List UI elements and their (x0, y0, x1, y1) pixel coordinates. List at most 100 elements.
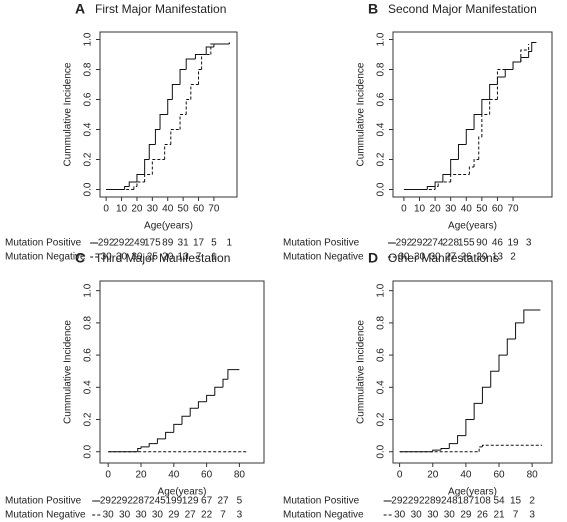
step-segment (190, 84, 199, 100)
risk-count: 30 (101, 252, 113, 263)
risk-count: 25 (147, 252, 159, 263)
y-tick-label: 0.8 (376, 315, 387, 329)
risk-count: 228 (442, 238, 459, 249)
step-segment (468, 166, 475, 175)
x-tick-label: 40 (162, 204, 174, 215)
y-tick-label: 0.0 (83, 444, 94, 458)
y-tick-label: 0.6 (376, 348, 387, 362)
risk-count: 31 (178, 238, 190, 249)
x-tick-label: 0 (105, 470, 111, 481)
risk-count: 30 (427, 510, 439, 521)
step-segment (426, 186, 436, 190)
panel-letter: A (75, 1, 85, 17)
risk-count: 2 (510, 252, 516, 263)
step-segment (206, 394, 215, 402)
step-segment (171, 84, 181, 100)
step-segment (124, 186, 130, 190)
risk-count: 7 (220, 510, 226, 521)
y-tick-label: 0.4 (83, 380, 94, 394)
x-tick-label: 0 (397, 470, 403, 481)
risk-count: 292 (100, 496, 117, 507)
step-segment (440, 448, 450, 451)
step-segment (473, 159, 479, 167)
step-segment (185, 99, 191, 115)
risk-count: 67 (201, 496, 213, 507)
y-tick-label: 0.4 (376, 122, 387, 136)
risk-count: 30 (414, 252, 426, 263)
x-axis-label: Age(years) (144, 221, 193, 232)
step-segment (170, 129, 181, 145)
risk-count: 27 (217, 496, 229, 507)
step-segment (520, 49, 529, 62)
y-tick-label: 0.6 (83, 348, 94, 362)
step-segment (442, 174, 451, 182)
risk-row-name: Mutation Negative (5, 252, 86, 263)
y-tick-label: 1.0 (376, 283, 387, 297)
risk-count: 129 (182, 496, 199, 507)
risk-row-name: Mutation Positive (5, 496, 82, 507)
step-segment (506, 338, 516, 356)
risk-count: 30 (152, 510, 164, 521)
risk-count: 27 (445, 252, 457, 263)
x-tick-label: 40 (168, 470, 180, 481)
risk-count: 3 (526, 238, 532, 249)
risk-count: 7 (513, 510, 519, 521)
x-axis-label: Age(years) (448, 221, 497, 232)
risk-count: 3 (237, 510, 243, 521)
y-tick-label: 0.8 (83, 62, 94, 76)
step-segment (481, 386, 491, 404)
risk-count: 292 (408, 496, 425, 507)
x-tick-label: 60 (201, 470, 213, 481)
risk-count: 2 (529, 496, 535, 507)
x-tick-label: 80 (527, 470, 539, 481)
step-segment (473, 114, 482, 130)
risk-count: 46 (492, 238, 504, 249)
risk-count: 13 (492, 252, 504, 263)
step-segment (523, 309, 541, 323)
x-tick-label: 40 (460, 470, 472, 481)
risk-count: 289 (424, 496, 441, 507)
x-tick-label: 70 (208, 204, 220, 215)
x-tick-label: 0 (103, 204, 109, 215)
y-tick-label: 0.2 (376, 152, 387, 166)
y-axis-label: Cummulative Incidence (63, 320, 74, 424)
risk-count: 199 (165, 496, 182, 507)
risk-count: 274 (427, 238, 444, 249)
risk-count: 30 (103, 510, 115, 521)
risk-row-name: Mutation Positive (283, 238, 360, 249)
risk-count: 89 (162, 238, 174, 249)
step-segment (465, 419, 475, 436)
risk-count: 292 (396, 238, 413, 249)
risk-count: 3 (529, 510, 535, 521)
step-segment (222, 378, 228, 388)
x-tick-label: 60 (493, 470, 505, 481)
x-axis-label: Age(years) (448, 487, 497, 498)
step-segment (478, 446, 483, 452)
step-segment (448, 443, 458, 449)
step-segment (179, 69, 187, 85)
risk-count: 30 (131, 252, 143, 263)
step-segment (496, 69, 514, 100)
step-segment (450, 174, 470, 182)
step-segment (194, 54, 207, 59)
x-tick-label: 10 (414, 204, 426, 215)
step-segment (465, 129, 475, 145)
risk-count: 30 (411, 510, 423, 521)
x-tick-label: 30 (147, 204, 159, 215)
step-segment (156, 438, 166, 444)
risk-count: 20 (476, 252, 488, 263)
step-segment (481, 444, 486, 447)
risk-count: 245 (149, 496, 166, 507)
y-tick-label: 0.0 (376, 444, 387, 458)
panel-letter: B (368, 1, 378, 17)
step-segment (457, 144, 467, 160)
x-axis-label: Age(years) (158, 487, 207, 498)
risk-count: 21 (493, 510, 505, 521)
x-tick-label: 20 (131, 204, 143, 215)
step-segment (133, 186, 137, 190)
panel-title: Other Manifestations (388, 251, 499, 265)
step-segment (531, 42, 537, 52)
risk-count: 108 (474, 496, 491, 507)
risk-count: 29 (168, 510, 180, 521)
step-segment (473, 402, 483, 420)
